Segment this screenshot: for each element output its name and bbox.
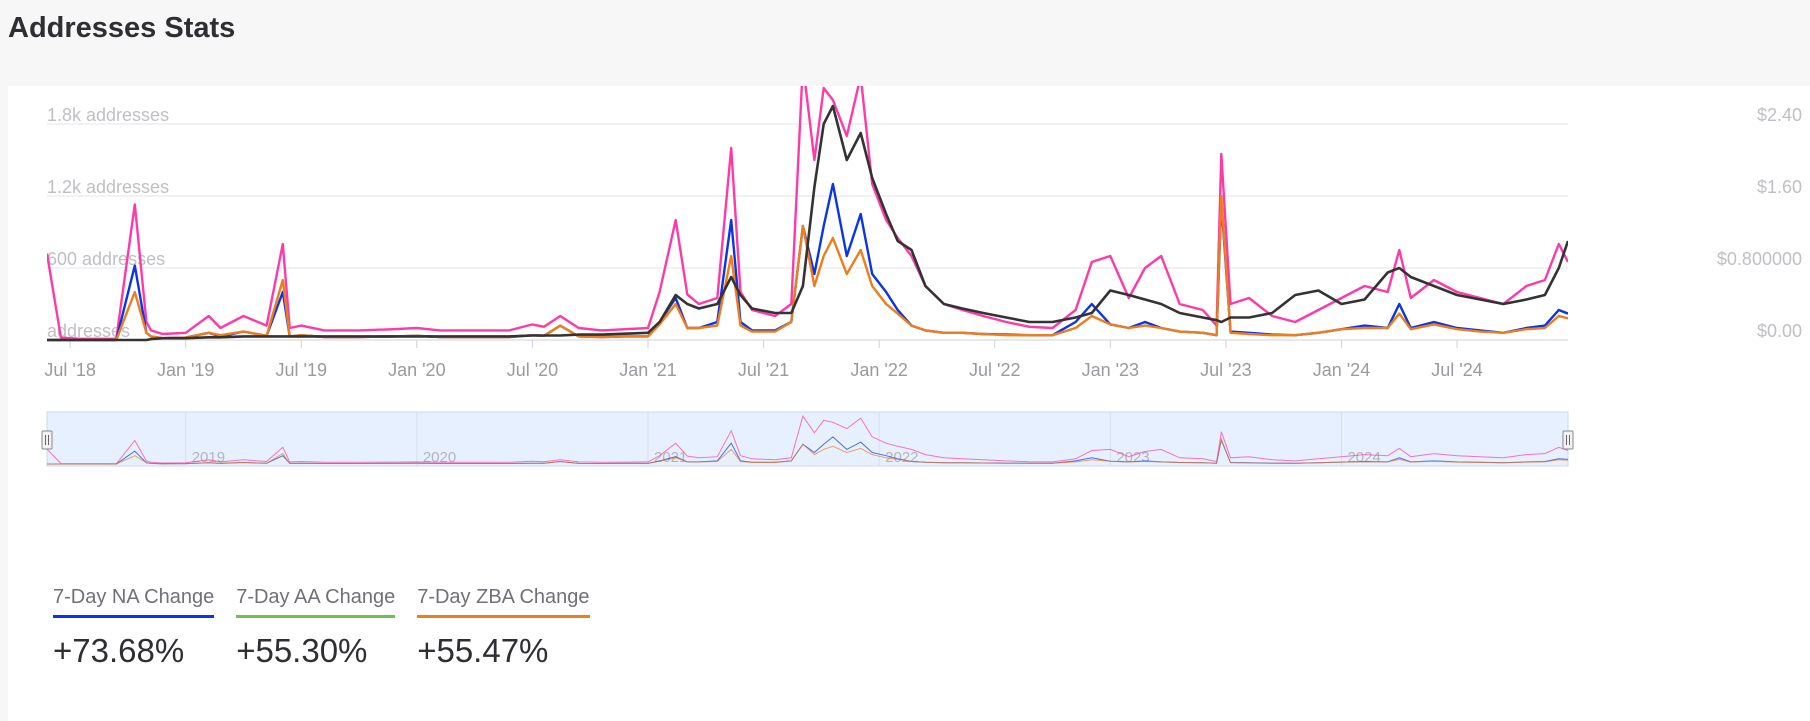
stat-label: 7-Day AA Change: [236, 586, 396, 618]
chart-card: addresses 600 addresses 1.2k addresses 1.8k…: [8, 86, 1810, 721]
navigator-year-label: 2024: [1347, 449, 1380, 466]
stat-label: 7-Day ZBA Change: [417, 586, 590, 618]
x-tick-label: Jan '19: [157, 360, 214, 380]
x-tick-label: Jul '19: [276, 360, 327, 380]
stat-value: +55.30%: [236, 632, 368, 669]
series-line-pink: [47, 86, 1568, 340]
price-line: [47, 104, 1568, 342]
navigator-handle-right[interactable]: [1562, 430, 1574, 450]
x-tick-label: Jan '22: [850, 360, 907, 380]
stat-label: 7-Day NA Change: [53, 586, 215, 618]
y-left-tick-label: 1.8k addresses: [47, 105, 169, 125]
left-axis: addresses 600 addresses 1.2k addresses 1.8k…: [47, 105, 169, 341]
y-left-tick-label: addresses: [47, 321, 130, 341]
y-left-tick-label: 1.2k addresses: [47, 177, 169, 197]
x-tick-label: Jan '20: [388, 360, 445, 380]
y-right-tick-label: $0.00: [1757, 321, 1802, 341]
series-line-zba: [47, 194, 1568, 342]
stat-value: +55.47%: [417, 632, 549, 669]
x-tick-label: Jul '20: [507, 360, 558, 380]
x-tick-label: Jan '24: [1313, 360, 1370, 380]
page-title: Addresses Stats: [8, 12, 236, 44]
y-right-tick-label: $0.800000: [1717, 249, 1802, 269]
addresses-chart: addresses 600 addresses 1.2k addresses 1.8k…: [41, 86, 1802, 467]
x-tick-label: Jul '23: [1200, 360, 1251, 380]
navigator-series-line-zba: [47, 437, 1569, 465]
navigator-series-line-pink: [46, 414, 1569, 465]
stats-row: 7-Day NA Change +73.68% 7-Day AA Change …: [53, 586, 590, 670]
navigator-year-label: 2022: [885, 449, 918, 466]
navigator-year-label: 2019: [192, 449, 225, 466]
x-axis: Jul '18 Jan '19 Jul '19 Jan '20 Jul '20 Jan '…: [44, 339, 1568, 380]
x-tick-label: Jan '21: [619, 360, 676, 380]
handle-grip: [41, 430, 53, 450]
x-tick-label: Jul '24: [1431, 360, 1482, 380]
series-lines: [47, 86, 1568, 342]
stat-na-change: 7-Day NA Change +73.68%: [53, 586, 215, 670]
range-navigator[interactable]: 2019 2020 2021 2022 2023 2024: [41, 411, 1574, 467]
handle-grip: [1562, 430, 1574, 450]
stat-value: +73.68%: [53, 632, 185, 669]
y-right-tick-label: $2.40: [1757, 105, 1802, 125]
stat-zba-change: 7-Day ZBA Change +55.47%: [417, 586, 590, 670]
x-tick-label: Jan '23: [1082, 360, 1139, 380]
y-left-tick-label: 600 addresses: [47, 249, 165, 269]
navigator-handle-left[interactable]: [41, 430, 53, 450]
stat-aa-change: 7-Day AA Change +55.30%: [236, 586, 396, 670]
x-tick-label: Jul '18: [44, 360, 95, 380]
y-right-tick-label: $1.60: [1757, 177, 1802, 197]
right-axis: $0.00 $0.800000 $1.60 $2.40: [1717, 105, 1802, 341]
series-line-na: [47, 182, 1568, 342]
x-tick-label: Jul '22: [969, 360, 1020, 380]
x-tick-label: Jul '21: [738, 360, 789, 380]
